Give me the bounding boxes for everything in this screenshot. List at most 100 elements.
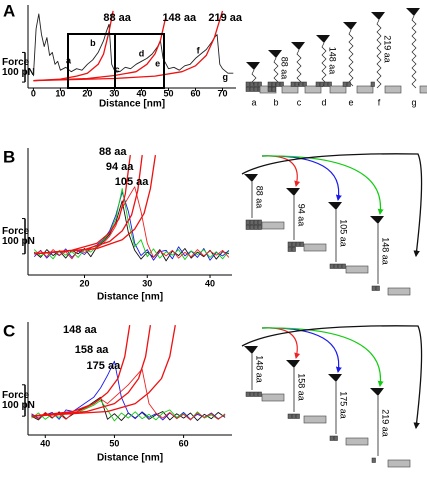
panel-label: B — [3, 147, 15, 166]
domain — [287, 241, 292, 247]
cantilever-tip — [316, 35, 330, 43]
x-tick-label: 40 — [205, 278, 215, 288]
domain — [253, 81, 258, 87]
annotation: a — [66, 56, 72, 66]
cantilever-tip — [343, 22, 357, 30]
cantilever-tip — [286, 360, 300, 368]
domain — [291, 241, 296, 247]
length-label: 219 aa — [383, 35, 393, 63]
domain — [375, 285, 380, 291]
transition-arrow — [261, 327, 384, 387]
domain — [346, 81, 351, 87]
x-tick-label: 10 — [55, 88, 65, 98]
fit-curve — [33, 10, 224, 82]
unfolded-region — [387, 287, 411, 296]
state-label: g — [411, 97, 416, 107]
x-tick-label: 40 — [40, 438, 50, 448]
annotation: 219 aa — [208, 12, 243, 24]
unfolded-region — [303, 415, 327, 424]
cantilever-tip — [286, 188, 300, 196]
domain — [323, 81, 328, 87]
x-tick-label: 60 — [179, 438, 189, 448]
panel-label: A — [3, 1, 15, 20]
domain — [245, 391, 250, 397]
annotation: 158 aa — [75, 344, 110, 356]
state-label: e — [348, 97, 353, 107]
scale-bar-label: 100 pN — [2, 67, 35, 78]
annotation: g — [222, 72, 228, 82]
annotation: 175 aa — [87, 360, 122, 372]
scale-bar-label: 100 pN — [2, 236, 35, 247]
fit-curve — [31, 324, 176, 417]
annotation: d — [139, 48, 145, 58]
state-label: b — [273, 97, 278, 107]
cantilever-tip — [371, 12, 385, 20]
unfolded-region — [261, 221, 285, 230]
length-label: 105 aa — [339, 219, 349, 247]
domain — [271, 81, 276, 87]
annotation: e — [155, 59, 160, 69]
length-label: 175 aa — [339, 391, 349, 419]
domain — [257, 219, 262, 225]
transition-arrow — [261, 155, 342, 201]
trace — [31, 360, 226, 421]
domain — [245, 219, 250, 225]
state-label: d — [321, 97, 326, 107]
length-label: 148 aa — [328, 47, 338, 75]
annotation: 88 aa — [103, 12, 131, 24]
state-label: f — [378, 97, 381, 107]
domain — [253, 219, 258, 225]
cantilever-tip — [291, 42, 305, 50]
unfolded-region — [384, 85, 402, 94]
polypeptide — [376, 19, 382, 89]
domain — [337, 263, 342, 269]
fit-curve — [31, 324, 131, 417]
plot-area — [33, 155, 230, 262]
annotation: c — [115, 65, 120, 75]
domain — [267, 86, 272, 92]
x-tick-label: 40 — [136, 88, 146, 98]
annotation: 88 aa — [99, 146, 127, 158]
fit-curve — [31, 325, 152, 417]
fit-curve — [34, 155, 157, 255]
domain — [249, 81, 254, 87]
plot-area — [31, 324, 226, 422]
unfolded-region — [387, 459, 411, 468]
domain — [287, 413, 292, 419]
domain — [329, 435, 334, 441]
length-label: 94 aa — [297, 204, 307, 227]
unfolded-region — [356, 85, 374, 94]
domain — [298, 81, 303, 87]
panel-label: C — [3, 321, 15, 340]
domain — [295, 413, 300, 419]
cantilever-tip — [406, 8, 420, 16]
domain — [341, 263, 346, 269]
domain — [253, 86, 258, 92]
cantilever-tip — [246, 62, 260, 70]
length-label: 219 aa — [381, 409, 391, 437]
transition-arrow — [261, 155, 384, 215]
cantilever-tip — [370, 388, 384, 396]
domain — [371, 285, 376, 291]
fit-curve — [33, 10, 114, 82]
x-tick-label: 20 — [79, 278, 89, 288]
cantilever — [241, 325, 423, 430]
domain — [245, 86, 250, 92]
state-label: c — [297, 97, 302, 107]
transition-arrow — [261, 327, 342, 373]
annotation: 105 aa — [115, 176, 150, 188]
domain — [299, 241, 304, 247]
x-tick-label: 20 — [82, 88, 92, 98]
x-tick-label: 50 — [109, 438, 119, 448]
domain — [291, 246, 296, 252]
unfolded-region — [304, 85, 322, 94]
trace — [31, 368, 226, 421]
annotation: b — [90, 38, 96, 48]
x-tick-label: 50 — [163, 88, 173, 98]
trace — [34, 200, 230, 262]
x-axis-label: Distance [nm] — [97, 292, 163, 303]
domain — [295, 241, 300, 247]
domain — [257, 391, 262, 397]
unfolded-region — [281, 85, 299, 94]
